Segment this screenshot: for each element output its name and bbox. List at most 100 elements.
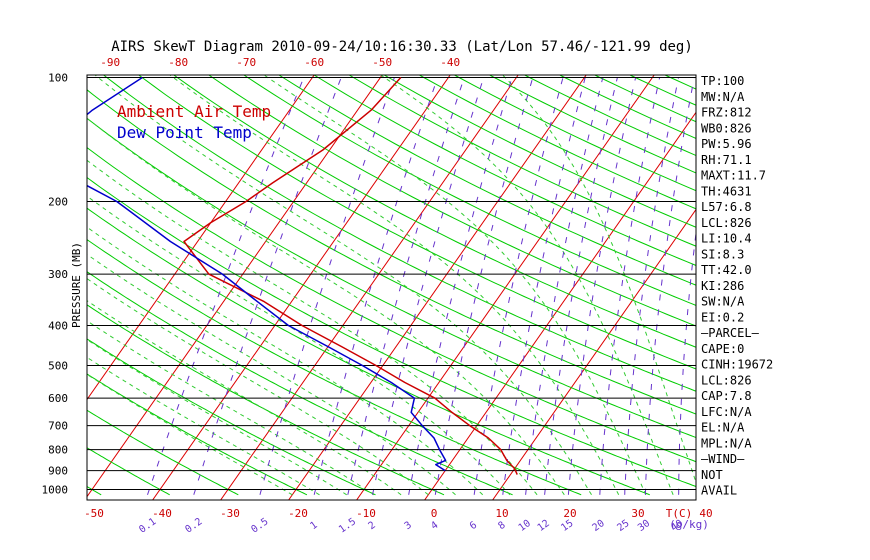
index-entry: EL:N/A bbox=[701, 421, 745, 435]
dry-adiabat-line bbox=[208, 75, 696, 327]
dry-adiabat-line bbox=[488, 75, 696, 174]
index-entry: LCL:826 bbox=[701, 373, 752, 387]
temp-tick-label-top: -60 bbox=[304, 56, 324, 69]
temp-tick-label-top: -40 bbox=[440, 56, 460, 69]
moist-adiabat-line bbox=[87, 356, 320, 496]
temp-tick-label-bottom: -30 bbox=[220, 507, 240, 520]
index-entry: SW:N/A bbox=[701, 295, 745, 309]
temp-tick-label-top: -90 bbox=[100, 56, 120, 69]
moist-adiabat-line bbox=[87, 339, 347, 496]
index-entry: LFC:N/A bbox=[701, 405, 752, 419]
mixing-ratio-label: 1.5 bbox=[337, 516, 358, 535]
temp-tick-label-bottom: 0 bbox=[431, 507, 438, 520]
sounding-traces bbox=[87, 76, 518, 475]
isotherm-line bbox=[424, 111, 696, 500]
mixing-ratio-label: 8 bbox=[496, 520, 507, 532]
temp-tick-label-top: -80 bbox=[168, 56, 188, 69]
temp-tick-label-bottom: 10 bbox=[495, 507, 508, 520]
dry-adiabat-line bbox=[87, 373, 308, 496]
dry-adiabat-line bbox=[243, 75, 696, 306]
isotherm-line bbox=[492, 208, 696, 500]
temp-tick-label-bottom: -20 bbox=[288, 507, 308, 520]
moist-adiabat-line bbox=[263, 75, 647, 496]
moist-adiabat-line bbox=[94, 75, 592, 496]
mixing-ratio-line bbox=[567, 77, 637, 495]
legend-dew-point-temp: Dew Point Temp bbox=[117, 123, 252, 142]
mixing-ratio-line bbox=[678, 229, 696, 495]
plot-frame bbox=[86, 74, 697, 501]
mixing-ratio-label: 20 bbox=[591, 518, 607, 534]
index-entry: CAP:7.8 bbox=[701, 389, 752, 403]
pressure-tick-label: 200 bbox=[48, 196, 68, 209]
temp-tick-label-bottom: 40 bbox=[699, 507, 712, 520]
moist-adiabat-line bbox=[87, 278, 429, 496]
pressure-tick-label: 700 bbox=[48, 420, 68, 433]
index-entry: CINH:19672 bbox=[701, 358, 773, 372]
index-entry: AVAIL bbox=[701, 484, 737, 498]
dry-adiabat-line bbox=[87, 117, 696, 439]
temp-tick-label-bottom: -40 bbox=[152, 507, 172, 520]
temp-tick-label-bottom: -50 bbox=[84, 507, 104, 520]
mixing-ratio-label: 12 bbox=[536, 518, 552, 534]
temp-tick-label-top: -70 bbox=[236, 56, 256, 69]
background-grid bbox=[87, 75, 696, 500]
pressure-tick-label: 1000 bbox=[42, 484, 69, 497]
index-entry: MPL:N/A bbox=[701, 436, 752, 450]
index-entry: TH:4631 bbox=[701, 184, 752, 198]
mixing-ratio-line bbox=[624, 77, 679, 495]
dry-adiabat-line bbox=[102, 75, 696, 392]
mixing-ratio-label: 6 bbox=[468, 520, 479, 532]
mixing-ratio-label: 15 bbox=[559, 518, 575, 534]
index-entry: LI:10.4 bbox=[701, 232, 752, 246]
mixing-ratio-line bbox=[259, 77, 395, 495]
mixing-ratio-line bbox=[473, 77, 564, 495]
moist-adiabat-line bbox=[87, 195, 511, 496]
moist-adiabat-line bbox=[87, 117, 565, 496]
y-axis-label: PRESSURE (MB) bbox=[70, 242, 83, 328]
dry-adiabat-line bbox=[87, 271, 513, 496]
mixing-ratio-line bbox=[434, 77, 534, 495]
temp-tick-label-bottom: 20 bbox=[563, 507, 576, 520]
dry-adiabat-line bbox=[663, 75, 696, 90]
dry-adiabat-line bbox=[87, 409, 239, 496]
pressure-tick-label: 500 bbox=[48, 359, 68, 372]
isotherm-line bbox=[220, 75, 519, 500]
ambient-air-temp-line bbox=[183, 76, 518, 475]
dry-adiabat-line bbox=[87, 147, 696, 463]
mixing-ratio-label: 0.2 bbox=[183, 516, 204, 535]
index-entry: SI:8.3 bbox=[701, 247, 744, 261]
index-entry: WB0:826 bbox=[701, 121, 752, 135]
mixing-ratio-label: 10 bbox=[517, 518, 533, 534]
dry-adiabat-line bbox=[278, 75, 696, 286]
chart-title: AIRS SkewT Diagram 2010-09-24/10:16:30.3… bbox=[111, 39, 693, 55]
pressure-tick-label: 600 bbox=[48, 392, 68, 405]
dry-adiabat-line bbox=[453, 75, 696, 192]
pressure-tick-label: 300 bbox=[48, 268, 68, 281]
mixing-ratio-line bbox=[408, 77, 513, 495]
index-entry: MAXT:11.7 bbox=[701, 169, 766, 183]
dry-adiabat-line bbox=[87, 447, 170, 496]
mixing-ratio-line bbox=[372, 77, 485, 495]
mixing-ratio-line bbox=[544, 77, 618, 495]
pressure-tick-label: 900 bbox=[48, 465, 68, 478]
moist-adiabat-line bbox=[379, 75, 674, 495]
index-entry: NOT bbox=[701, 468, 723, 482]
moist-adiabat-line bbox=[87, 226, 484, 496]
mixing-ratio-label: 30 bbox=[636, 518, 652, 534]
mixing-ratio-line bbox=[525, 77, 604, 495]
mixing-ratio-label: 4 bbox=[429, 520, 440, 532]
temp-tick-label-bottom: -10 bbox=[356, 507, 376, 520]
index-entry: PW:5.96 bbox=[701, 137, 752, 151]
moist-adiabat-line bbox=[87, 373, 293, 496]
pressure-tick-label: 400 bbox=[48, 320, 68, 333]
mixing-ratio-line bbox=[193, 77, 342, 495]
pressure-tick-label: 100 bbox=[48, 72, 68, 85]
legend-ambient-air-temp: Ambient Air Temp bbox=[117, 102, 271, 121]
index-entry: L57:6.8 bbox=[701, 200, 752, 214]
index-entry: KI:286 bbox=[701, 279, 744, 293]
isotherm-line bbox=[288, 75, 587, 500]
dry-adiabat-line bbox=[87, 89, 696, 415]
